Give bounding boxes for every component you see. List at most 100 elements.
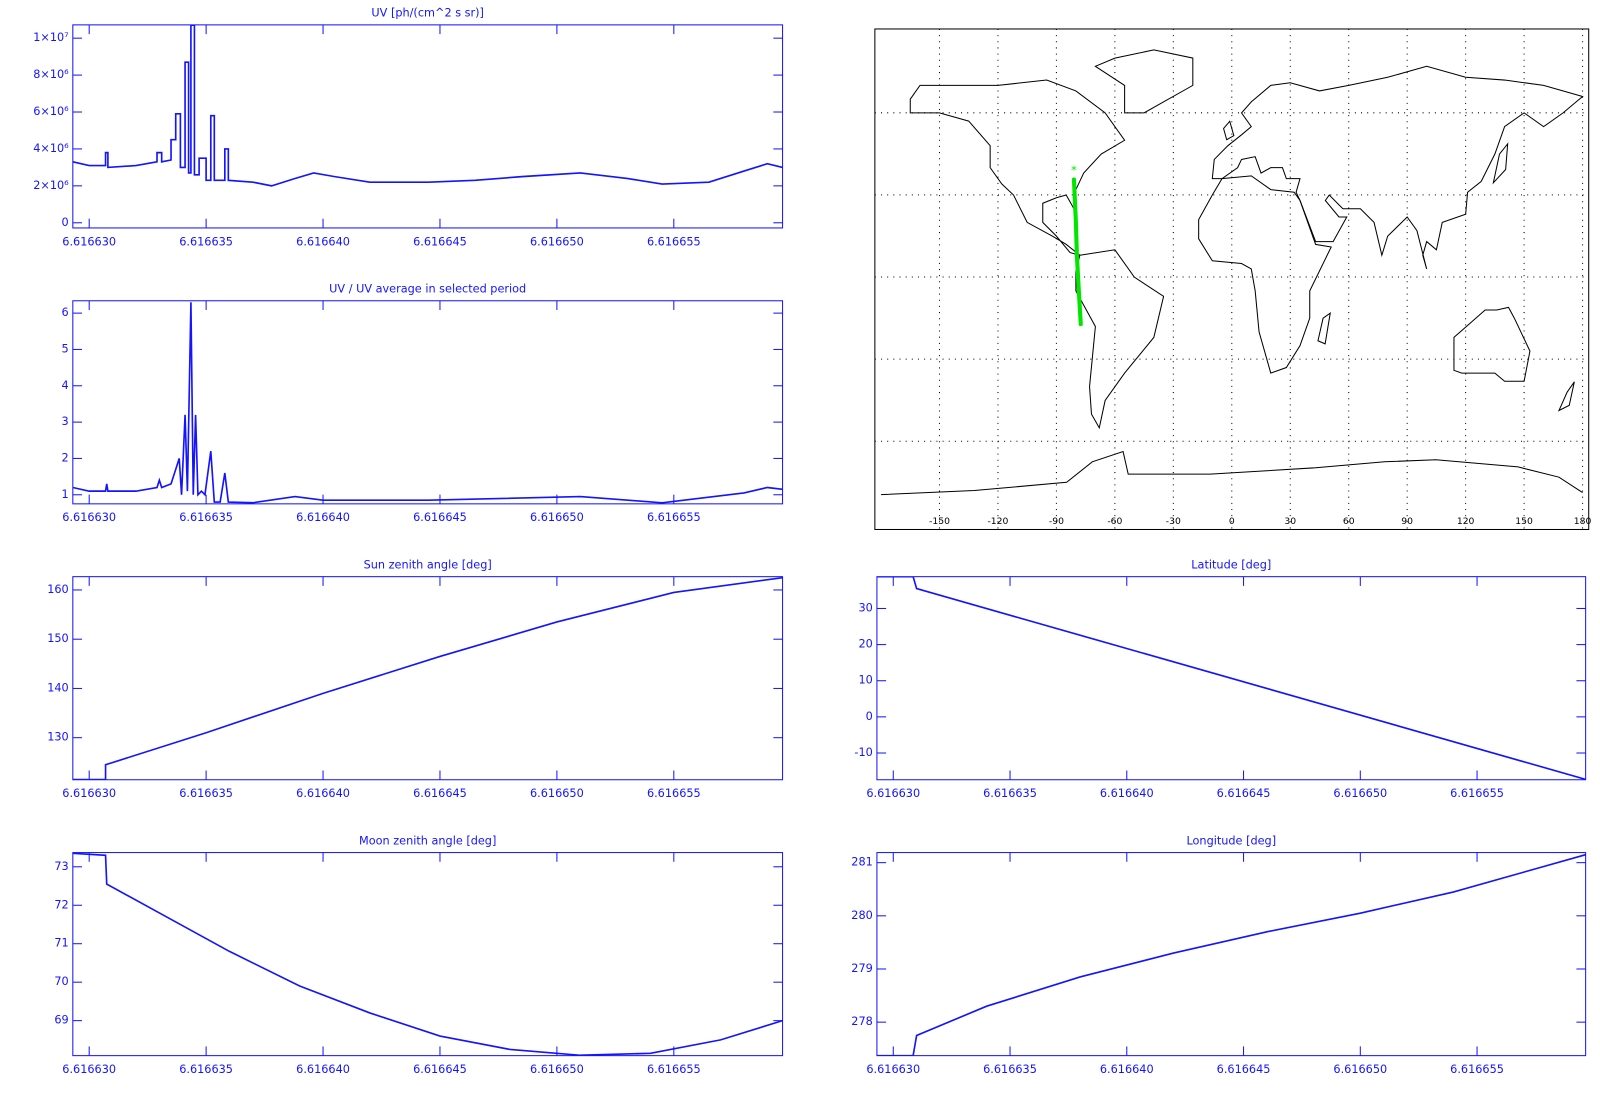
x-tick-label: 6.616630 <box>62 1063 116 1076</box>
x-tick-label: 150 <box>1515 516 1533 527</box>
coastlines <box>881 49 1584 496</box>
data-line <box>876 576 1586 780</box>
x-tick-label: 6.616640 <box>296 787 350 800</box>
plot-frame <box>876 576 1587 781</box>
x-tick-label: 90 <box>1401 516 1413 527</box>
y-tick-label: 70 <box>54 975 68 988</box>
y-tick-label: 72 <box>54 898 68 911</box>
x-tick-label: 6.616645 <box>413 235 467 248</box>
x-tick-label: 60 <box>1343 516 1355 527</box>
x-tick-label: 6.616635 <box>179 235 233 248</box>
chart-title: Longitude [deg] <box>1186 834 1276 847</box>
africa <box>1198 175 1332 374</box>
chart-title: Sun zenith angle [deg] <box>364 558 492 571</box>
x-tick-label: 6.616650 <box>1333 787 1387 800</box>
x-tick-label: 6.616630 <box>62 511 116 524</box>
x-tick-label: 6.616635 <box>179 1063 233 1076</box>
chart-title: UV / UV average in selected period <box>329 282 526 295</box>
x-tick-label: 180 <box>1574 516 1592 527</box>
x-tick-label: 6.616635 <box>983 1063 1037 1076</box>
y-tick-label: 4 <box>62 379 69 392</box>
x-tick-label: -150 <box>929 516 950 527</box>
plot-frame <box>72 24 784 229</box>
plot-frame <box>72 300 784 505</box>
x-tick-label: 6.616650 <box>530 787 584 800</box>
y-tick-label: 1 <box>62 488 69 501</box>
x-tick-label: 6.616640 <box>296 235 350 248</box>
y-tick-label: 140 <box>47 681 69 694</box>
x-tick-label: 6.616655 <box>647 787 701 800</box>
x-tick-label: 6.616645 <box>1217 1063 1271 1076</box>
x-tick-label: 30 <box>1284 516 1296 527</box>
panel: Moon zenith angle [deg] 6.616630 6.616635 6… <box>54 834 784 1076</box>
madagascar <box>1317 311 1331 345</box>
plot-frame <box>72 576 784 781</box>
japan <box>1492 142 1509 185</box>
y-tick-label: 4×10⁶ <box>33 142 69 155</box>
x-tick-label: 6.616640 <box>1100 787 1154 800</box>
x-tick-label: -120 <box>987 516 1008 527</box>
data-line <box>72 302 783 504</box>
plot-frame <box>876 852 1587 1057</box>
data-line <box>72 576 783 780</box>
y-tick-label: 3 <box>62 415 69 428</box>
x-tick-label: 6.616655 <box>647 511 701 524</box>
panel: UV [ph/(cm^2 s sr)] 6.616630 6.616635 6.616… <box>33 7 784 248</box>
y-tick-label: 2×10⁶ <box>33 179 69 192</box>
panel: UV / UV average in selected period 6.6166… <box>62 282 784 524</box>
x-tick-label: 6.616650 <box>530 235 584 248</box>
x-tick-label: 6.616640 <box>1100 1063 1154 1076</box>
y-tick-label: 71 <box>54 937 68 950</box>
y-tick-label: 30 <box>858 601 872 614</box>
y-tick-label: 6×10⁶ <box>33 105 69 118</box>
antarctica <box>881 450 1583 496</box>
y-tick-label: 73 <box>54 860 68 873</box>
y-tick-label: 280 <box>851 909 873 922</box>
y-tick-label: 69 <box>54 1014 68 1027</box>
eurasia <box>1211 65 1584 270</box>
y-tick-label: 20 <box>858 638 872 651</box>
x-tick-label: 6.616640 <box>296 1063 350 1076</box>
x-tick-label: 6.616650 <box>1333 1063 1387 1076</box>
y-tick-label: 1×10⁷ <box>33 31 68 44</box>
track-start: * <box>1071 164 1077 177</box>
x-tick-label: 6.616645 <box>413 1063 467 1076</box>
map: -150 -120 -90 -60 -30 0 30 60 90 120 150 180 * <box>874 28 1592 530</box>
y-tick-label: 130 <box>47 731 69 744</box>
x-tick-label: -90 <box>1049 516 1064 527</box>
y-tick-label: 0 <box>62 216 69 229</box>
y-tick-label: 279 <box>851 962 873 975</box>
x-tick-label: -30 <box>1166 516 1181 527</box>
x-tick-label: 6.616645 <box>413 787 467 800</box>
y-tick-label: 281 <box>851 856 873 869</box>
y-tick-label: -10 <box>854 746 872 759</box>
x-tick-label: 6.616635 <box>179 787 233 800</box>
x-tick-label: 6.616645 <box>413 511 467 524</box>
y-tick-label: 2 <box>62 451 69 464</box>
x-tick-label: -60 <box>1107 516 1122 527</box>
y-tick-label: 150 <box>47 632 69 645</box>
x-tick-label: 6.616650 <box>530 511 584 524</box>
x-tick-label: 6.616640 <box>296 511 350 524</box>
x-tick-label: 6.616630 <box>866 1063 920 1076</box>
australia <box>1453 306 1531 382</box>
chart-title: Latitude [deg] <box>1191 558 1271 571</box>
x-tick-label: 6.616645 <box>1217 787 1271 800</box>
x-tick-label: 6.616655 <box>647 235 701 248</box>
x-tick-label: 6.616630 <box>866 787 920 800</box>
data-line <box>72 24 783 187</box>
x-tick-label: 6.616630 <box>62 235 116 248</box>
x-tick-label: 6.616635 <box>983 787 1037 800</box>
north-america <box>909 79 1126 256</box>
y-tick-label: 6 <box>62 306 69 319</box>
panel: Latitude [deg] 6.616630 6.616635 6.616640 6.… <box>854 558 1587 800</box>
chart-title: UV [ph/(cm^2 s sr)] <box>371 7 484 20</box>
x-tick-label: 6.616655 <box>1450 787 1504 800</box>
y-tick-label: 5 <box>62 342 69 355</box>
plot-frame <box>72 852 784 1057</box>
y-tick-label: 0 <box>866 710 873 723</box>
x-tick-label: 6.616655 <box>1450 1063 1504 1076</box>
data-line <box>876 853 1586 1056</box>
